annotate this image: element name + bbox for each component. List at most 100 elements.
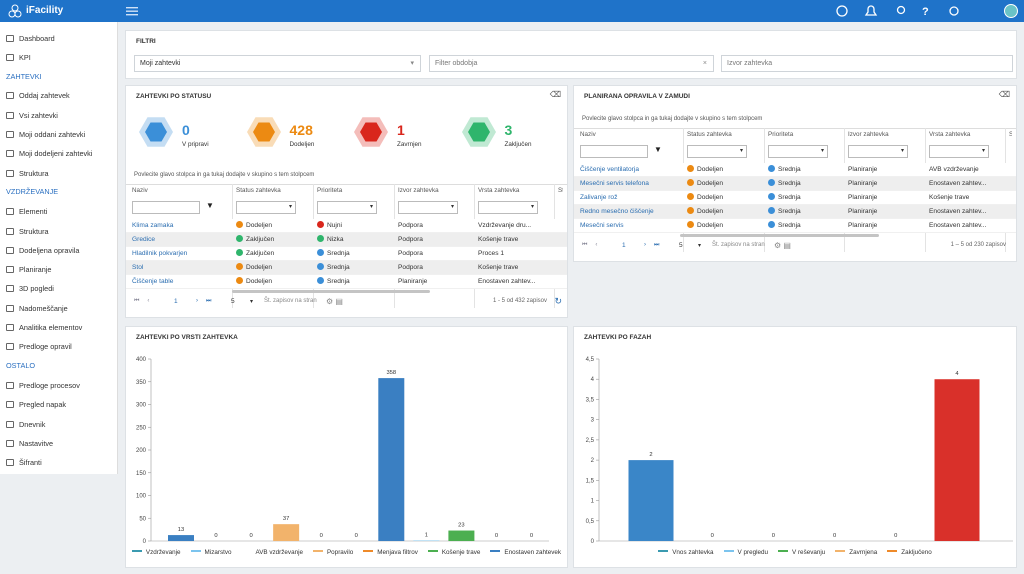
y-tick-label: 350 xyxy=(136,380,147,386)
sidebar-item[interactable]: Struktura xyxy=(6,167,49,179)
sidebar-item[interactable]: Vsi zahtevki xyxy=(6,109,58,121)
cell-text: Planiranje xyxy=(848,180,878,187)
sidebar-item[interactable]: Elementi xyxy=(6,206,47,218)
cell-text: Stol xyxy=(132,264,144,271)
grid-cell: Dodeljen xyxy=(236,219,312,233)
refresh-button[interactable]: ↻ xyxy=(554,296,562,306)
legend-item[interactable]: Popravilo xyxy=(312,549,353,556)
cell-text: Podpora xyxy=(398,250,423,257)
grid-row[interactable] xyxy=(574,177,1016,191)
pager-nav[interactable]: ›⏭ xyxy=(644,242,668,248)
filter-dropdown[interactable]: ▾ xyxy=(236,201,296,214)
legend-item[interactable]: Košenje trave xyxy=(427,549,480,556)
sidebar-item[interactable]: 3D pogledi xyxy=(6,283,54,295)
cell-text: Planiranje xyxy=(848,194,878,201)
column-header: Naziv xyxy=(132,187,148,194)
cell-text: Proces 1 xyxy=(478,250,505,257)
filter-dropdown[interactable]: ▾ xyxy=(317,201,377,214)
legend-item[interactable]: Zavrnjena xyxy=(835,549,877,556)
legend-item[interactable]: AVB vzdrževanje xyxy=(241,549,303,556)
sidebar-item[interactable]: Planiranje xyxy=(6,264,51,276)
filter-dropdown[interactable]: ▾ xyxy=(478,201,538,214)
legend-item[interactable]: Enostaven zahtevek xyxy=(490,549,561,556)
pager-page[interactable]: 1 xyxy=(174,298,178,305)
sidebar-item[interactable]: Predloge opravil xyxy=(6,341,72,353)
pager-page[interactable]: 1 xyxy=(622,242,626,249)
legend-item[interactable]: V pregledu xyxy=(723,549,768,556)
filter-dropdown[interactable]: ▾ xyxy=(848,145,908,158)
sidebar-icon xyxy=(6,343,14,351)
y-tick-label: 0,5 xyxy=(586,519,595,525)
value-label: 0 xyxy=(772,533,775,539)
filter-field[interactable]: Filter obdobja × xyxy=(429,55,714,72)
grid-row[interactable] xyxy=(574,191,1016,205)
filter-input[interactable] xyxy=(132,201,200,214)
filter-text: Izvor zahtevka xyxy=(727,60,773,67)
sidebar-item[interactable]: Nastavitve xyxy=(6,437,53,449)
legend-item[interactable]: Vzdrževanje xyxy=(131,549,181,556)
grid-cell: Proces 1 xyxy=(478,247,553,261)
sidebar-item[interactable]: Dodeljena opravila xyxy=(6,244,79,256)
sidebar-item[interactable]: Pregled napak xyxy=(6,399,66,411)
sidebar-item[interactable]: Dashboard xyxy=(6,32,55,44)
eraser-icon[interactable]: ⌫ xyxy=(549,90,561,99)
sidebar-item[interactable]: Analitika elementov xyxy=(6,322,82,334)
legend-item[interactable]: Mizarstvo xyxy=(190,549,232,556)
sidebar-item[interactable]: Nadomeščanje xyxy=(6,302,68,314)
status-dot xyxy=(687,193,694,200)
bar xyxy=(273,524,300,541)
grid-row[interactable] xyxy=(574,163,1016,177)
eraser-icon[interactable]: ⌫ xyxy=(998,90,1010,99)
cell-text: Podpora xyxy=(398,264,423,271)
legend-swatch xyxy=(427,550,438,552)
sidebar-item[interactable]: Struktura xyxy=(6,225,49,237)
grid-cell: Podpora xyxy=(398,233,473,247)
sidebar-item[interactable]: Oddaj zahtevek xyxy=(6,90,70,102)
legend-label: Mizarstvo xyxy=(204,549,232,556)
pager-nav[interactable]: ⏮‹ xyxy=(582,242,606,248)
filter-dropdown[interactable]: ▾ xyxy=(768,145,828,158)
chat-icon[interactable] xyxy=(836,5,848,17)
bell-icon[interactable] xyxy=(864,5,878,16)
help-icon[interactable]: ? xyxy=(922,6,929,18)
filter-input[interactable] xyxy=(580,145,648,158)
legend-label: V reševanju xyxy=(792,549,826,556)
sidebar-icon xyxy=(6,246,14,254)
grid-row[interactable] xyxy=(574,205,1016,219)
avatar[interactable] xyxy=(1004,4,1018,18)
filter-dropdown[interactable]: ▾ xyxy=(929,145,989,158)
legend-item[interactable]: V reševanju xyxy=(778,549,825,556)
filter-dropdown[interactable]: ▾ xyxy=(398,201,458,214)
page-size[interactable]: 5 xyxy=(679,242,683,249)
cell-text: Čiščenje ventilatorja xyxy=(580,166,640,173)
sidebar-item[interactable]: Moji oddani zahtevki xyxy=(6,129,85,141)
users-icon[interactable] xyxy=(949,6,959,16)
priority-dot xyxy=(317,277,324,284)
legend-swatch xyxy=(190,550,201,552)
page-size[interactable]: 5 xyxy=(231,298,235,305)
group-hint: Povlecite glavo stolpca in ga tukaj doda… xyxy=(582,116,763,122)
pager-nav[interactable]: ›⏭ xyxy=(196,298,220,304)
legend-item[interactable]: Vnos zahtevka xyxy=(658,549,714,556)
column-header: Vrsta zahtevka xyxy=(478,187,520,194)
sidebar-item[interactable]: Moji dodeljeni zahtevki xyxy=(6,148,92,160)
status-dot xyxy=(687,165,694,172)
filter-field[interactable]: Izvor zahtevka xyxy=(721,55,1013,72)
value-label: 23 xyxy=(458,523,464,529)
idea-icon[interactable] xyxy=(896,5,906,15)
menu-button[interactable] xyxy=(126,6,138,16)
status-dot xyxy=(236,235,243,242)
filter-field[interactable]: Moji zahtevki ▾ xyxy=(134,55,421,72)
page-size-label: Št. zapisov na stran xyxy=(264,298,317,304)
legend-item[interactable]: Menjava filtrov xyxy=(363,549,418,556)
priority-dot xyxy=(317,221,324,228)
sidebar-item[interactable]: Dnevnik xyxy=(6,418,45,430)
sidebar-item[interactable]: KPI xyxy=(6,51,31,63)
sidebar-item[interactable]: Šifranti xyxy=(6,457,42,469)
filter-dropdown[interactable]: ▾ xyxy=(687,145,747,158)
grid-row[interactable] xyxy=(574,219,1016,233)
value-label: 2 xyxy=(649,452,652,458)
pager-nav[interactable]: ⏮‹ xyxy=(134,298,158,304)
sidebar-item[interactable]: Predloge procesov xyxy=(6,379,80,391)
legend-item[interactable]: Zaključeno xyxy=(887,549,932,556)
